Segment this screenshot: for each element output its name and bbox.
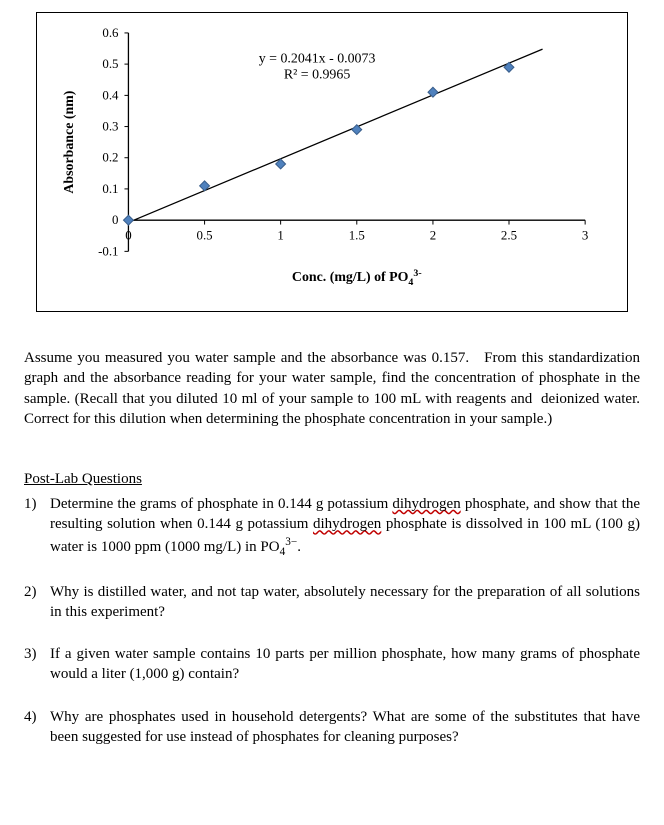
- x-ticks: [128, 220, 585, 224]
- trendline-equation: y = 0.2041x - 0.0073: [259, 52, 376, 67]
- x-axis-label: Conc. (mg/L) of PO43-: [292, 268, 422, 288]
- x-tick-label: 0: [125, 228, 131, 242]
- question-body: If a given water sample contains 10 part…: [50, 644, 640, 685]
- y-tick-label: 0.1: [102, 182, 118, 196]
- standardization-chart: 0.6 0.5 0.4 0.3 0.2 0.1 0 -0.1: [36, 12, 628, 312]
- x-tick-label: 3: [582, 228, 588, 242]
- x-tick-label: 1: [277, 228, 283, 242]
- question-body: Why is distilled water, and not tap wate…: [50, 582, 640, 623]
- question-number: 3): [24, 644, 50, 664]
- data-point: [352, 125, 362, 135]
- y-tick-label: 0.4: [102, 88, 119, 102]
- y-axis-label: Absorbance (nm): [62, 90, 77, 193]
- question-item: 3) If a given water sample contains 10 p…: [24, 644, 640, 685]
- x-tick-label: 1.5: [349, 228, 365, 242]
- y-tick-label: 0.5: [102, 57, 118, 71]
- question-body: Determine the grams of phosphate in 0.14…: [50, 494, 640, 560]
- page: 0.6 0.5 0.4 0.3 0.2 0.1 0 -0.1: [0, 12, 664, 747]
- x-tick-labels: 0 0.5 1 1.5 2 2.5 3: [125, 228, 588, 242]
- question-item: 4) Why are phosphates used in household …: [24, 707, 640, 748]
- y-tick-labels: 0.6 0.5 0.4 0.3 0.2 0.1 0 -0.1: [98, 26, 119, 258]
- chart-svg: 0.6 0.5 0.4 0.3 0.2 0.1 0 -0.1: [47, 23, 607, 301]
- y-tick-label: 0.6: [102, 26, 119, 40]
- question-body: Why are phosphates used in household det…: [50, 707, 640, 748]
- x-tick-label: 2.5: [501, 228, 517, 242]
- y-tick-label: 0: [112, 213, 118, 227]
- post-lab-heading: Post-Lab Questions: [24, 471, 640, 488]
- question-item: 2) Why is distilled water, and not tap w…: [24, 582, 640, 623]
- instruction-paragraph: Assume you measured you water sample and…: [24, 348, 640, 429]
- trendline-r2: R² = 0.9965: [284, 68, 350, 83]
- y-tick-label: -0.1: [98, 244, 118, 258]
- question-number: 1): [24, 494, 50, 514]
- x-tick-label: 2: [430, 228, 436, 242]
- question-number: 2): [24, 582, 50, 602]
- y-tick-label: 0.3: [102, 120, 118, 134]
- data-point: [504, 62, 514, 72]
- question-item: 1) Determine the grams of phosphate in 0…: [24, 494, 640, 560]
- data-point: [123, 215, 133, 225]
- x-tick-label: 0.5: [197, 228, 213, 242]
- y-tick-label: 0.2: [102, 151, 118, 165]
- question-list: 1) Determine the grams of phosphate in 0…: [24, 494, 640, 747]
- data-point: [428, 87, 438, 97]
- question-number: 4): [24, 707, 50, 727]
